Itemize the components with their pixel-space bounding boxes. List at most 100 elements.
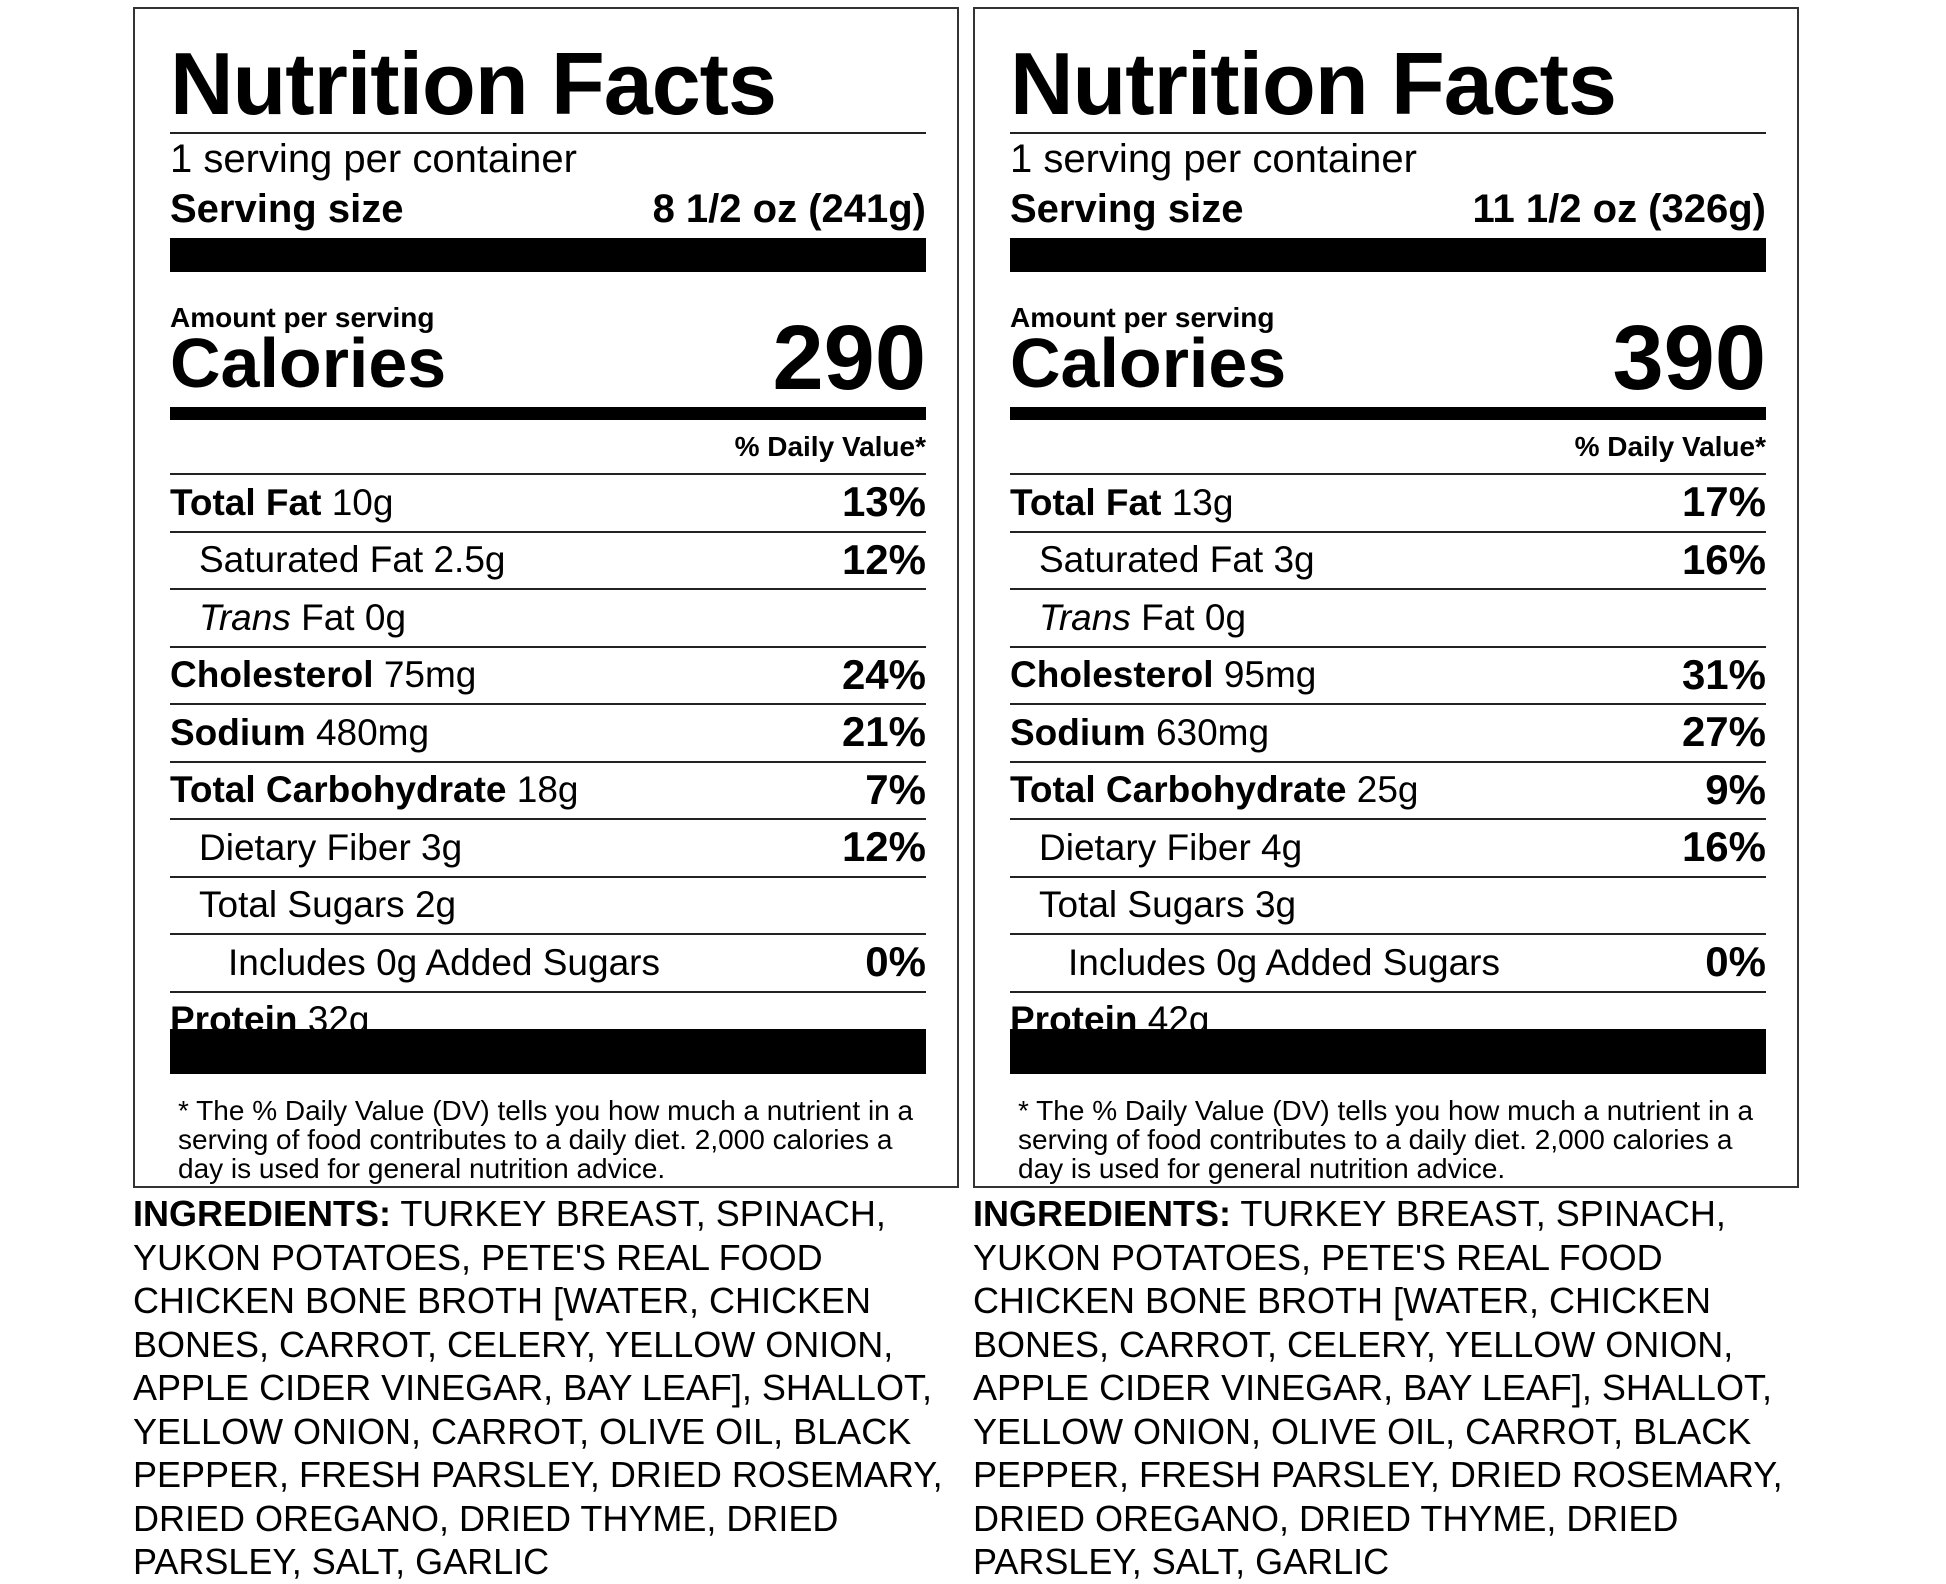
row-divider (1010, 530, 1766, 533)
nutrient-name-bold: Protein (170, 999, 298, 1040)
daily-value-percent: 31% (1681, 650, 1766, 698)
daily-value-percent: 12% (841, 535, 926, 583)
calories-value: 390 (1612, 307, 1767, 409)
nutrient-name-bold: Cholesterol (170, 654, 374, 695)
thick-divider-bottom (1010, 1029, 1766, 1074)
daily-value-percent: 27% (1681, 708, 1766, 755)
thick-divider-bottom (170, 1029, 926, 1074)
row-divider (1010, 990, 1766, 993)
calories-label: Calories (1010, 324, 1287, 402)
daily-value-percent: 12% (841, 823, 926, 870)
nutrient-row: Trans Fat 0g (1010, 589, 1766, 645)
nutrient-name: Trans Fat 0g (170, 599, 406, 636)
nutrient-row: Saturated Fat 2.5g 12% (170, 532, 926, 588)
nutrient-row: Dietary Fiber 3g 12% (170, 819, 926, 875)
daily-value-percent: 9% (1705, 765, 1766, 813)
row-divider (170, 703, 926, 705)
daily-value-percent: 24% (841, 650, 926, 698)
nutrition-facts-label: Nutrition Facts 1 serving per container … (973, 7, 1799, 1188)
nutrient-row: Cholesterol 75mg 24% (170, 647, 926, 703)
servings-per-container: 1 serving per container (170, 137, 577, 181)
serving-size-value: 11 1/2 oz (326g) (1472, 187, 1766, 231)
nutrient-name: Protein 32g (170, 1001, 369, 1038)
nutrient-name: Cholesterol 95mg (1010, 656, 1316, 693)
nutrient-amount: 75mg (373, 654, 477, 695)
nutrient-row: Trans Fat 0g (170, 589, 926, 645)
nutrient-row: Sodium 630mg 27% (1010, 704, 1766, 760)
nutrient-amount: Total Sugars 2g (199, 884, 457, 925)
row-divider (1010, 818, 1766, 820)
daily-value-percent: 7% (865, 765, 926, 813)
nutrient-name: Protein 42g (1010, 1001, 1209, 1038)
nutrient-row: Total Sugars 2g (170, 877, 926, 933)
nutrient-name: Total Carbohydrate 25g (1010, 771, 1418, 808)
row-divider (1010, 473, 1766, 475)
label-title: Nutrition Facts (1010, 34, 1617, 133)
nutrient-amount: Saturated Fat 3g (1039, 539, 1315, 580)
serving-size-row: Serving size 8 1/2 oz (241g) (170, 185, 926, 233)
nutrient-amount: Dietary Fiber 3g (199, 826, 463, 868)
ingredients: INGREDIENTS: TURKEY BREAST, SPINACH, YUK… (973, 1192, 1803, 1584)
amount-per-serving: Amount per serving (1010, 302, 1275, 333)
row-divider (170, 875, 926, 878)
nutrient-amount: 25g (1346, 769, 1419, 810)
nutrient-row: Total Fat 13g 17% (1010, 474, 1766, 530)
nutrient-name-bold: Sodium (170, 711, 306, 753)
nutrient-name-bold: Total Carbohydrate (170, 769, 507, 810)
nutrient-amount: Fat 0g (1130, 596, 1247, 638)
nutrient-name: Trans Fat 0g (1010, 599, 1246, 636)
nutrient-name: Total Carbohydrate 18g (170, 771, 578, 808)
nutrient-name-bold: Sodium (1010, 711, 1146, 753)
nutrient-amount: 32g (297, 999, 370, 1040)
nutrient-row: Total Fat 10g 13% (170, 474, 926, 530)
row-divider (170, 530, 926, 533)
ingredients-label: INGREDIENTS: (973, 1193, 1232, 1234)
nutrient-name: Total Sugars 3g (1010, 886, 1296, 923)
nutrient-row: Total Carbohydrate 25g 9% (1010, 762, 1766, 818)
nutrient-row: Protein 42g (1010, 992, 1766, 1048)
nutrient-name: Sodium 480mg (170, 714, 429, 751)
daily-value-percent: 13% (841, 478, 926, 525)
nutrient-amount: 480mg (305, 711, 430, 753)
medium-divider (1010, 407, 1766, 420)
nutrient-name: Total Sugars 2g (170, 886, 456, 923)
nutrient-row: Dietary Fiber 4g 16% (1010, 819, 1766, 875)
nutrient-row: Total Sugars 3g (1010, 877, 1766, 933)
row-divider (170, 588, 926, 590)
daily-value-percent: 0% (1705, 938, 1766, 985)
nutrient-row: Total Carbohydrate 18g 7% (170, 762, 926, 818)
daily-value-percent: 17% (1681, 478, 1766, 525)
serving-size-label: Serving size (1010, 187, 1244, 231)
ingredients-label: INGREDIENTS: (133, 1193, 392, 1234)
nutrient-name: Saturated Fat 2.5g (170, 541, 505, 578)
nutrient-amount: 13g (1161, 481, 1234, 523)
nutrient-row: Protein 32g (170, 992, 926, 1048)
ingredients-text: TURKEY BREAST, SPINACH, YUKON POTATOES, … (133, 1193, 943, 1582)
nutrient-amount: Dietary Fiber 4g (1039, 826, 1303, 868)
thick-divider (1010, 238, 1766, 272)
nutrient-row: Cholesterol 95mg 31% (1010, 647, 1766, 703)
nutrient-row: Includes 0g Added Sugars 0% (170, 934, 926, 990)
divider (170, 132, 926, 134)
nutrient-amount: 18g (506, 769, 579, 810)
row-divider (170, 760, 926, 763)
serving-size-label: Serving size (170, 187, 404, 231)
row-divider (170, 473, 926, 475)
daily-value-header: % Daily Value* (734, 431, 926, 462)
row-divider (1010, 588, 1766, 590)
daily-value-percent: 0% (865, 938, 926, 985)
label-title: Nutrition Facts (170, 34, 777, 133)
nutrient-name: Includes 0g Added Sugars (1010, 944, 1500, 981)
thick-divider (170, 238, 926, 272)
amount-per-serving: Amount per serving (170, 302, 435, 333)
row-divider (170, 818, 926, 820)
nutrient-name: Total Fat 13g (1010, 484, 1233, 521)
ingredients: INGREDIENTS: TURKEY BREAST, SPINACH, YUK… (133, 1192, 963, 1584)
nutrient-name: Sodium 630mg (1010, 714, 1269, 751)
footnote: * The % Daily Value (DV) tells you how m… (178, 1095, 914, 1184)
row-divider (170, 990, 926, 993)
nutrient-amount: 42g (1137, 999, 1210, 1040)
footnote: * The % Daily Value (DV) tells you how m… (1018, 1095, 1754, 1184)
calories-value: 290 (772, 307, 927, 409)
nutrient-name: Includes 0g Added Sugars (170, 944, 660, 981)
